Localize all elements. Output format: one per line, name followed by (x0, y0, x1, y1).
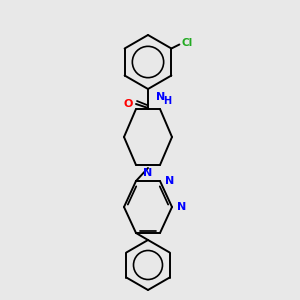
Text: O: O (124, 99, 133, 109)
Text: N: N (156, 92, 165, 103)
Text: Cl: Cl (182, 38, 193, 47)
Text: N: N (165, 176, 174, 186)
Text: N: N (143, 168, 153, 178)
Text: H: H (163, 95, 171, 106)
Text: N: N (177, 202, 186, 212)
